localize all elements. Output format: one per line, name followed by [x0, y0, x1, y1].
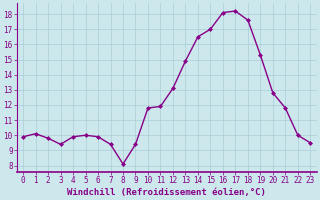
X-axis label: Windchill (Refroidissement éolien,°C): Windchill (Refroidissement éolien,°C): [67, 188, 266, 197]
